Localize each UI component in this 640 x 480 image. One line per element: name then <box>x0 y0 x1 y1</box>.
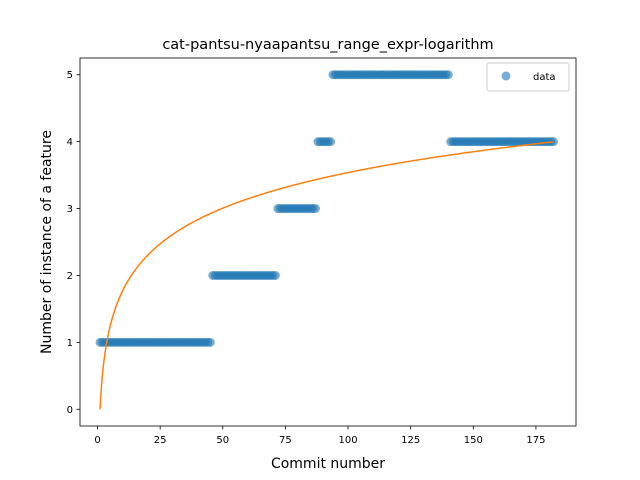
y-axis-title: Number of instance of a feature <box>39 130 55 354</box>
legend-label-data: data <box>533 72 556 83</box>
data-marks <box>95 70 558 410</box>
x-tick-label: 125 <box>401 435 420 446</box>
x-tick-label: 100 <box>338 435 357 446</box>
y-tick-label: 2 <box>67 271 73 282</box>
data-point <box>310 204 320 214</box>
y-tick-label: 4 <box>67 137 73 148</box>
y-tick-label: 1 <box>67 338 73 349</box>
data-point <box>205 337 215 347</box>
legend: data <box>486 62 570 92</box>
x-tick-label: 150 <box>464 435 483 446</box>
axes: 0 25 50 75 100 125 150 175 0 1 2 3 4 5 <box>67 57 577 446</box>
x-tick-label: 75 <box>279 435 292 446</box>
axes-frame <box>79 57 577 427</box>
data-point <box>443 70 453 80</box>
x-tick-label: 0 <box>94 435 100 446</box>
y-tick-label: 3 <box>67 204 73 215</box>
x-tick-label: 50 <box>216 435 229 446</box>
y-tick-label: 5 <box>67 70 73 81</box>
data-point <box>326 137 336 147</box>
fit-line <box>99 141 554 410</box>
data-point <box>270 270 280 280</box>
x-axis-title: Commit number <box>271 456 385 472</box>
x-tick-label: 175 <box>526 435 545 446</box>
chart-title: cat-pantsu-nyaapantsu_range_expr-logarit… <box>162 37 493 53</box>
x-tick-label: 25 <box>154 435 167 446</box>
legend-marker-data <box>501 71 511 81</box>
data-point <box>548 137 558 147</box>
y-tick-label: 0 <box>67 405 73 416</box>
legend-box <box>486 62 570 92</box>
